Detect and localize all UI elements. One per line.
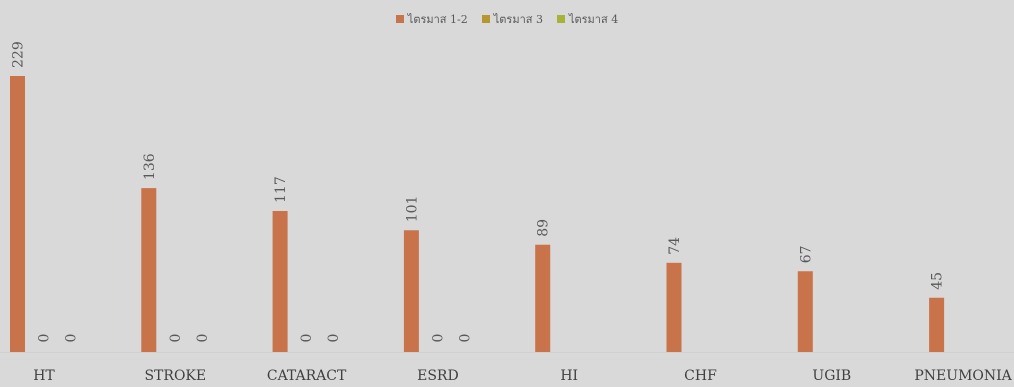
legend-item-q1-2: ไตรมาส 1-2 <box>395 10 468 28</box>
legend-label-q3: ไตรมาส 3 <box>493 13 543 26</box>
bar-ht-series-1 <box>10 76 25 352</box>
value-label-esrd-series-3: 0 <box>457 334 473 343</box>
value-label-cataract-series-2: 0 <box>299 334 315 343</box>
value-label-ht-series-1: 229 <box>11 41 27 68</box>
x-tick-label-chf: CHF <box>684 368 717 384</box>
x-tick-label-stroke: STROKE <box>144 368 206 384</box>
value-label-cataract-series-3: 0 <box>326 334 342 343</box>
value-label-esrd-series-2: 0 <box>430 334 446 343</box>
bar-cataract-series-1 <box>272 210 288 352</box>
x-tick-label-cataract: CATARACT <box>267 368 347 384</box>
value-label-ugib-series-1: 67 <box>798 245 814 263</box>
bar-ugib-series-1 <box>797 271 813 352</box>
x-tick-label-ugib: UGIB <box>812 368 851 384</box>
value-label-hi-series-1: 89 <box>536 219 552 237</box>
bar-hi-series-1 <box>535 244 551 352</box>
legend-swatch-q3 <box>481 15 490 23</box>
value-label-chf-series-1: 74 <box>667 237 683 255</box>
bar-esrd-series-1 <box>403 230 419 352</box>
value-label-cataract-series-1: 117 <box>273 176 289 203</box>
legend: ไตรมาส 1-2 ไตรมาส 3 ไตรมาส 4 <box>0 10 1014 28</box>
bar-stroke-series-1 <box>141 188 157 352</box>
value-label-stroke-series-2: 0 <box>168 334 184 343</box>
x-tick-label-esrd: ESRD <box>417 368 459 384</box>
legend-item-q3: ไตรมาส 3 <box>481 10 543 28</box>
x-tick-label-hi: HI <box>560 368 578 384</box>
legend-swatch-q1-2 <box>395 15 404 23</box>
value-label-ht-series-3: 0 <box>64 334 80 343</box>
bar-chf-series-1 <box>666 262 682 352</box>
bar-pneumonia-series-1 <box>929 297 945 352</box>
value-label-ht-series-2: 0 <box>37 334 53 343</box>
legend-label-q4: ไตรมาส 4 <box>568 13 619 26</box>
x-tick-label-ht: HT <box>33 368 55 384</box>
x-tick-label-pneumonia: PNEUMONIA <box>914 368 1012 384</box>
value-label-pneumonia-series-1: 45 <box>930 272 946 290</box>
legend-swatch-q4 <box>556 15 565 23</box>
value-label-stroke-series-1: 136 <box>142 153 158 180</box>
legend-label-q1-2: ไตรมาส 1-2 <box>407 13 468 26</box>
value-label-stroke-series-3: 0 <box>195 334 211 343</box>
value-label-esrd-series-1: 101 <box>404 196 420 223</box>
legend-item-q4: ไตรมาส 4 <box>556 10 619 28</box>
